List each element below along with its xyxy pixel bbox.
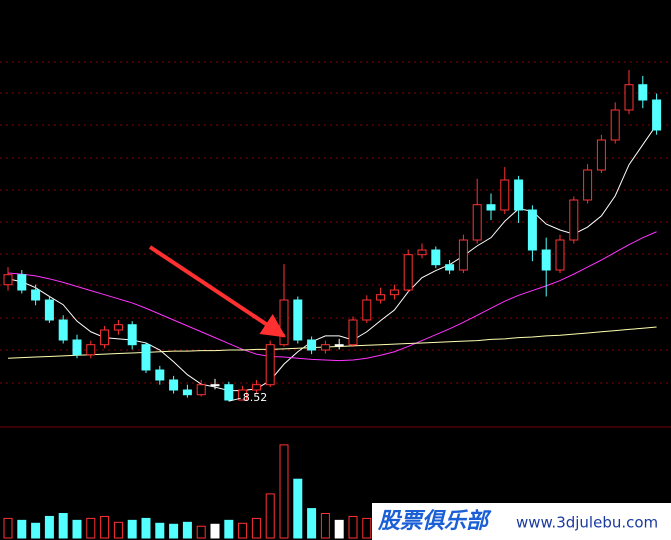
- watermark-name: 股票俱乐部: [377, 508, 492, 534]
- candle-body: [44, 299, 54, 321]
- candle-body: [527, 209, 537, 251]
- volume-bar: [182, 521, 192, 539]
- candle-body: [293, 299, 303, 341]
- volume-bar: [155, 522, 165, 539]
- volume-bar: [320, 513, 330, 539]
- low-label: 8.52: [243, 391, 267, 404]
- candle-body: [238, 389, 248, 401]
- watermark-box: [372, 503, 671, 540]
- volume-bar: [31, 522, 41, 539]
- volume-bar: [251, 517, 261, 539]
- watermark-url: www.3djulebu.com: [516, 514, 658, 532]
- candle-body: [113, 324, 123, 331]
- volume-bar: [3, 517, 13, 539]
- volume-bar: [334, 519, 344, 539]
- annotation-arrow: [148, 245, 286, 338]
- candle-body: [31, 289, 41, 301]
- candle-body: [431, 249, 441, 266]
- volume-bar: [86, 517, 96, 539]
- candle-body: [86, 344, 96, 356]
- candle-body: [362, 299, 372, 321]
- volume-bar: [348, 515, 358, 539]
- candle-body: [514, 179, 524, 211]
- candle-body: [458, 239, 468, 271]
- volume-bar: [113, 521, 123, 539]
- volume-bar: [72, 519, 82, 539]
- volume-bar: [44, 515, 54, 539]
- volume-bar: [141, 517, 151, 539]
- candle-body: [610, 109, 620, 141]
- volume-bar: [100, 515, 110, 539]
- candle-body: [652, 99, 662, 131]
- candle-body: [541, 249, 551, 271]
- candle-body: [127, 324, 137, 346]
- candle-body: [72, 339, 82, 356]
- candle-body: [445, 264, 455, 271]
- candle-body: [224, 384, 234, 401]
- volume-bar: [196, 525, 206, 539]
- moving-averages: [7, 124, 658, 392]
- volume-bar: [279, 444, 289, 539]
- volume-bar: [362, 517, 372, 539]
- candle-body: [500, 179, 510, 211]
- candle-body: [210, 384, 220, 387]
- volume-bar: [17, 519, 27, 539]
- volume-bar: [210, 523, 220, 539]
- volume-bar: [169, 523, 179, 539]
- low-marker: 8.52: [228, 391, 267, 404]
- volume-bar: [307, 508, 317, 539]
- candle-body: [155, 369, 165, 381]
- candle-body: [17, 274, 27, 291]
- volume-bar: [127, 519, 137, 539]
- candle-body: [307, 339, 317, 351]
- volume-bar: [224, 519, 234, 539]
- candle-body: [596, 139, 606, 171]
- candle-body: [472, 204, 482, 241]
- candle-body: [389, 289, 399, 296]
- volume-bar: [238, 522, 248, 539]
- candle-body: [100, 329, 110, 346]
- candle-body: [624, 84, 634, 111]
- candle-body: [196, 384, 206, 396]
- candle-body: [279, 299, 289, 346]
- candle-body: [403, 254, 413, 291]
- ma-line: [7, 124, 658, 392]
- candle-body: [348, 319, 358, 346]
- candle-body: [3, 274, 13, 286]
- candle-body: [583, 169, 593, 201]
- volume-bar: [58, 513, 68, 539]
- candle-body: [141, 344, 151, 371]
- ma-line: [7, 231, 657, 362]
- candle-body: [376, 294, 386, 301]
- candle-body: [334, 344, 344, 347]
- candle-body: [58, 319, 68, 341]
- candle-body: [569, 199, 579, 241]
- ma-line: [7, 326, 657, 359]
- candle-body: [555, 239, 565, 271]
- candle-body: [251, 384, 261, 391]
- low-pointer: [228, 397, 241, 402]
- candle-body: [638, 84, 648, 101]
- candle-body: [169, 379, 179, 391]
- candle-body: [320, 344, 330, 351]
- volume-bar: [293, 478, 303, 539]
- candle-body: [182, 389, 192, 396]
- candle-body: [417, 249, 427, 256]
- volume-bar: [265, 493, 275, 539]
- candle-body: [486, 204, 496, 211]
- candle-body: [265, 344, 275, 386]
- candles: [3, 70, 662, 402]
